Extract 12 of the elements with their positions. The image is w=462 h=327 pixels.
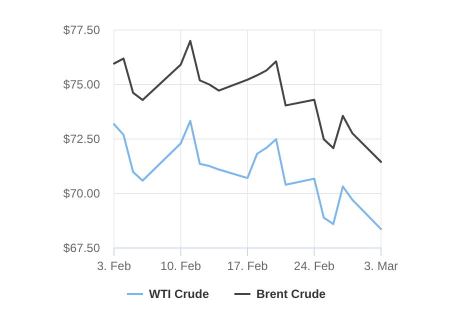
y-tick-label: $72.50 <box>63 132 100 146</box>
x-tick-label: 24. Feb <box>294 259 335 273</box>
legend-label: Brent Crude <box>256 287 326 301</box>
x-tick-label: 3. Mar <box>364 259 398 273</box>
y-tick-label: $67.50 <box>63 241 100 255</box>
x-tick-label: 17. Feb <box>227 259 268 273</box>
y-tick-label: $77.50 <box>63 23 100 37</box>
y-tick-label: $70.00 <box>63 186 100 200</box>
x-tick-label: 10. Feb <box>160 259 202 273</box>
x-tick-label: 3. Feb <box>96 259 132 273</box>
y-tick-label: $75.00 <box>63 78 100 92</box>
legend-label: WTI Crude <box>149 287 210 301</box>
